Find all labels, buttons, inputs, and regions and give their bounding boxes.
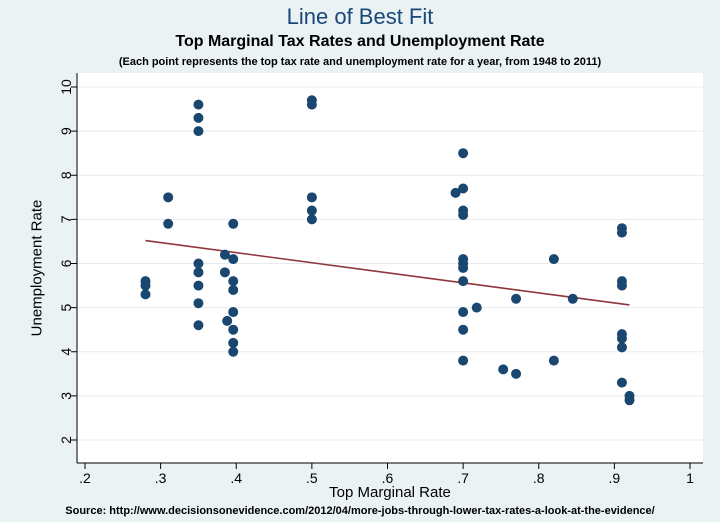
data-point: [458, 183, 469, 194]
data-point: [219, 249, 230, 260]
data-point: [498, 364, 509, 375]
data-points: [140, 95, 635, 406]
data-point: [511, 368, 522, 379]
data-point: [228, 284, 239, 295]
x-tick-label: .4: [230, 470, 242, 486]
y-tick-label: 10: [58, 79, 74, 95]
y-tick-label: 2: [58, 436, 74, 444]
data-point: [458, 276, 469, 287]
data-point: [228, 346, 239, 357]
x-tick-label: .5: [306, 470, 318, 486]
data-point: [193, 298, 204, 309]
data-point: [193, 258, 204, 269]
gridlines: [77, 86, 703, 441]
data-point: [222, 315, 233, 326]
y-tick-label: 4: [58, 348, 74, 356]
data-point: [228, 337, 239, 348]
y-tick-label: 6: [58, 259, 74, 267]
data-point: [511, 293, 522, 304]
data-point: [624, 395, 635, 406]
data-point: [193, 320, 204, 331]
y-tick-label: 3: [58, 392, 74, 400]
data-point: [193, 267, 204, 278]
chart-subtitle: Top Marginal Tax Rates and Unemployment …: [175, 33, 545, 50]
data-point: [219, 267, 230, 278]
axes: [76, 73, 703, 464]
data-point: [616, 280, 627, 291]
data-point: [471, 302, 482, 313]
data-point: [306, 205, 317, 216]
data-point: [228, 307, 239, 318]
y-tick-label: 9: [58, 127, 74, 135]
data-point: [306, 192, 317, 203]
data-point: [616, 377, 627, 388]
data-point: [228, 254, 239, 265]
x-tick-label: 1: [686, 470, 694, 486]
x-axis-ticks: .2 .3 .4 .5 .6 .7 .8 .9 1: [79, 463, 694, 486]
data-point: [163, 218, 174, 229]
data-point: [140, 289, 151, 300]
x-axis-label: Top Marginal Rate: [329, 484, 451, 501]
data-point: [548, 254, 559, 265]
chart-title: Line of Best Fit: [286, 4, 434, 29]
data-point: [616, 342, 627, 353]
data-point: [306, 99, 317, 110]
x-tick-label: .2: [79, 470, 91, 486]
plot-area: [77, 73, 703, 463]
data-point: [548, 355, 559, 366]
y-tick-label: 8: [58, 171, 74, 179]
data-point: [163, 192, 174, 203]
data-point: [458, 355, 469, 366]
y-tick-label: 7: [58, 215, 74, 223]
data-point: [450, 187, 461, 198]
x-tick-label: .7: [457, 470, 469, 486]
data-point: [228, 324, 239, 335]
x-tick-label: .8: [533, 470, 545, 486]
x-tick-label: .9: [609, 470, 621, 486]
data-point: [306, 214, 317, 225]
source-note: Source: http://www.decisionsonevidence.c…: [65, 505, 655, 517]
y-axis-label: Unemployment Rate: [29, 200, 46, 337]
data-point: [567, 293, 578, 304]
data-point: [193, 99, 204, 110]
data-point: [458, 262, 469, 273]
x-tick-label: .3: [155, 470, 167, 486]
data-point: [458, 307, 469, 318]
data-point: [458, 148, 469, 159]
data-point: [193, 112, 204, 123]
chart-note: (Each point represents the top tax rate …: [118, 56, 602, 68]
data-point: [228, 218, 239, 229]
y-tick-label: 5: [58, 304, 74, 312]
data-point: [228, 276, 239, 287]
data-point: [193, 280, 204, 291]
data-point: [458, 209, 469, 220]
x-tick-label: .6: [382, 470, 394, 486]
data-point: [616, 227, 627, 238]
data-point: [140, 280, 151, 291]
data-point: [616, 333, 627, 344]
data-point: [458, 324, 469, 335]
y-axis-ticks: 2 3 4 5 6 7 8 9 10: [58, 79, 77, 444]
data-point: [193, 126, 204, 137]
